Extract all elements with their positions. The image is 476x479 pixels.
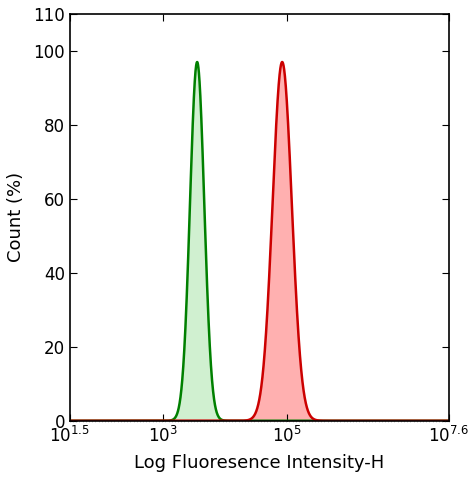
Y-axis label: Count (%): Count (%) [7,172,25,262]
X-axis label: Log Fluoresence Intensity-H: Log Fluoresence Intensity-H [134,454,384,472]
